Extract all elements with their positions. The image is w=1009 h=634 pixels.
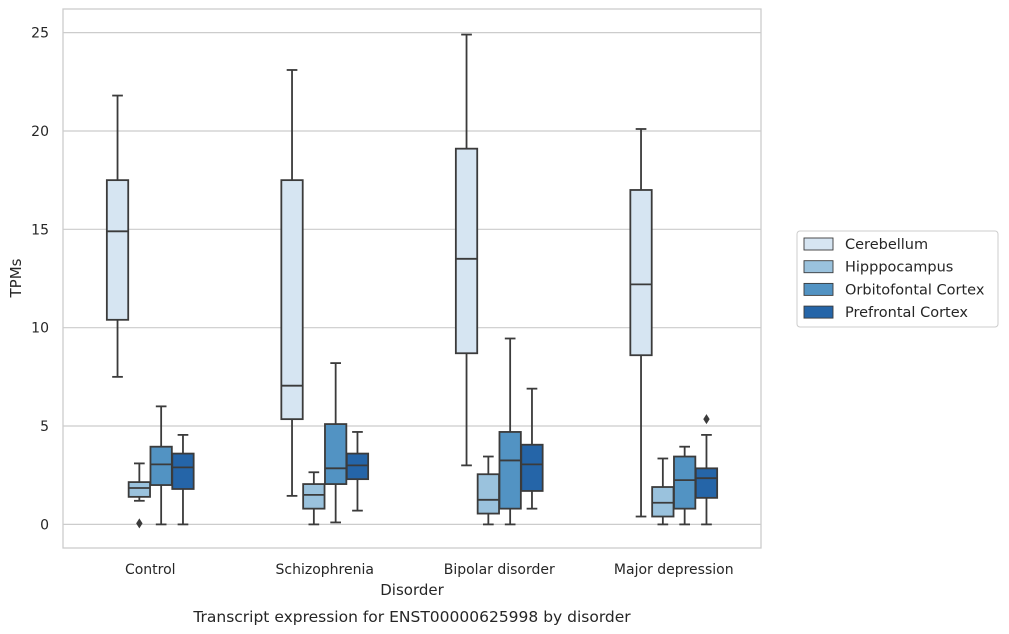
box-iqr [324, 423, 348, 485]
box-iqr [694, 467, 719, 499]
outlier-point [136, 518, 143, 529]
box-element [345, 431, 370, 512]
box-iqr [476, 473, 500, 515]
legend-swatch [803, 237, 834, 251]
box-iqr [149, 445, 173, 486]
box-series-group [105, 33, 719, 529]
box-iqr [673, 455, 697, 510]
box-series [171, 387, 719, 526]
x-tick-label: Control [125, 562, 176, 578]
legend-entry-label: Prefrontal Cortex [845, 305, 968, 321]
x-tick-label: Schizophrenia [276, 562, 374, 578]
box-series [105, 33, 653, 518]
plot-frame [62, 8, 762, 549]
box-iqr [345, 452, 370, 481]
box-iqr [105, 179, 130, 321]
legend-entry-label: Hipppocampus [845, 260, 953, 276]
y-tick-label: 5 [40, 419, 49, 435]
y-tick-labels: 0 5 10 15 20 25 [31, 26, 49, 534]
legend-entry-label: Cerebellum [845, 237, 928, 253]
box-iqr [454, 147, 479, 355]
box-element [454, 33, 479, 467]
box-element [127, 462, 151, 529]
box-iqr [520, 443, 544, 492]
box-element [302, 471, 326, 526]
legend: Cerebellum Hipppocampus Orbitofontal Corte… [796, 230, 999, 328]
x-tick-label: Bipolar disorder [444, 562, 555, 578]
box-iqr [171, 452, 195, 490]
box-element [171, 433, 195, 526]
box-element [520, 387, 544, 510]
legend-frame [796, 230, 999, 328]
x-axis-label: Disorder [380, 581, 444, 599]
box-element [280, 69, 304, 497]
y-tick-label: 20 [31, 124, 49, 140]
legend-swatch [803, 305, 834, 319]
y-axis-label: TPMs [7, 258, 25, 298]
box-element [629, 128, 653, 518]
legend-entry-label: Orbitofontal Cortex [845, 282, 985, 298]
chart-caption: Transcript expression for ENST0000062599… [192, 608, 631, 626]
box-series [127, 455, 675, 529]
y-tick-label: 10 [31, 321, 49, 337]
box-iqr [127, 481, 151, 498]
box-iqr [498, 431, 522, 510]
legend-swatch [803, 282, 834, 296]
outlier-point [703, 414, 710, 425]
box-iqr [651, 486, 675, 518]
x-tick-labels: Control Schizophrenia Bipolar disorder Majo… [125, 562, 734, 578]
y-tick-label: 15 [31, 222, 49, 238]
y-tick-label: 0 [40, 517, 49, 533]
box-element [105, 94, 130, 378]
x-tick-label: Major depression [614, 562, 734, 578]
box-element [651, 457, 675, 526]
box-element [694, 414, 719, 526]
box-iqr [629, 189, 653, 357]
y-tick-label: 25 [31, 26, 49, 42]
legend-swatch [803, 260, 834, 274]
box-element [476, 455, 500, 526]
box-iqr [280, 179, 304, 421]
box-element [149, 405, 173, 526]
box-iqr [302, 483, 326, 510]
